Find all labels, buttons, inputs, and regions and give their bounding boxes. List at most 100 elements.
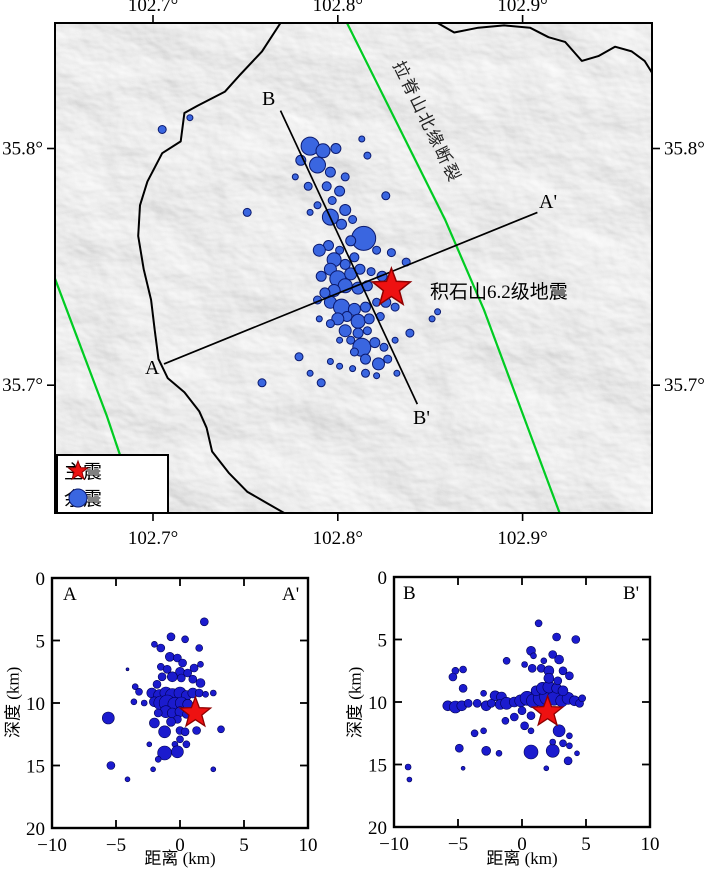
aftershock-epicenter (379, 342, 389, 352)
aftershock-hypocenter (195, 678, 206, 688)
aftershock-hypocenter (548, 650, 557, 659)
aftershock-epicenter (186, 114, 194, 122)
section-line-B (279, 110, 419, 405)
aftershock-hypocenter (124, 776, 131, 783)
aftershock-hypocenter (565, 671, 574, 681)
aftershock-epicenter (349, 252, 360, 263)
aftershock-epicenter (361, 368, 370, 378)
aftershock-epicenter (434, 308, 442, 316)
aftershock-epicenter (363, 313, 375, 325)
aftershock-hypocenter (527, 727, 535, 735)
aftershock-epicenter (390, 302, 400, 312)
aftershock-hypocenter (574, 750, 580, 757)
aftershock-hypocenter (192, 726, 201, 735)
section-y-tick-label: 20 (368, 818, 387, 839)
aftershock-epicenter (358, 135, 366, 143)
mainshock-label: 积石山6.2级地震 (430, 282, 568, 303)
aftershock-epicenter (383, 354, 393, 364)
aftershock-hypocenter (448, 672, 458, 682)
aftershock-hypocenter (167, 671, 178, 683)
aftershock-hypocenter (189, 663, 199, 673)
aftershock-hypocenter (463, 699, 473, 708)
aftershock-hypocenter (540, 657, 548, 665)
aftershock-hypocenter (566, 742, 573, 750)
map-legend: 主震 余震 (56, 454, 169, 514)
aftershock-hypocenter (153, 708, 163, 718)
aftershock-hypocenter (558, 666, 568, 676)
fault-line (346, 23, 561, 513)
aftershock-hypocenter (534, 619, 543, 628)
aftershock-hypocenter (553, 676, 563, 686)
aftershock-hypocenter (181, 635, 189, 644)
map-frame (54, 22, 653, 514)
section-x-tick-label: −5 (448, 834, 468, 855)
aftershock-hypocenter (480, 690, 487, 697)
section-a-svg: −10 −5 0 5 10 0 5 10 15 20 (26, 569, 318, 856)
aftershock-hypocenter (125, 667, 130, 672)
aftershock-epicenter (372, 357, 385, 371)
aftershock-hypocenter (200, 617, 209, 627)
map-x-tick-label: 102.7° (128, 0, 178, 16)
aftershock-hypocenter (173, 653, 182, 663)
aftershock-epicenter (336, 218, 347, 230)
aftershock-hypocenter (140, 699, 148, 707)
aftershock-epicenter (303, 181, 313, 191)
section-a-content: −10 −5 0 5 10 0 5 10 15 20 (26, 569, 318, 856)
aftershock-hypocenter (106, 761, 116, 770)
section-a-corner-right: A' (282, 584, 300, 605)
aftershock-epicenter (373, 372, 381, 380)
aftershock-epicenter (330, 143, 342, 154)
aftershock-epicenter (334, 185, 346, 197)
aftershock-hypocenter (552, 632, 561, 642)
aftershock-hypocenter (182, 740, 191, 749)
aftershock-hypocenter (545, 744, 560, 758)
aftershock-hypocenter (135, 688, 143, 696)
aftershock-hypocenter (404, 763, 412, 771)
aftershock-hypocenter (146, 741, 153, 748)
aftershock-hypocenter (194, 688, 204, 698)
section-y-tick-label: 5 (36, 632, 46, 653)
aftershock-hypocenter (502, 657, 511, 665)
legend-row-mainshock: 主震 (64, 457, 167, 484)
section-b-xlabel: 距离 (km) (486, 849, 558, 868)
aftershock-hypocenter (526, 711, 536, 720)
section-b-corner-left: B (403, 583, 416, 604)
aftershock-hypocenter (197, 661, 204, 668)
section-x-tick-label: 5 (581, 834, 591, 855)
map-x-tick-label: 102.8° (313, 0, 363, 16)
section-y-tick-label: 10 (368, 693, 387, 714)
aftershock-hypocenter (131, 683, 139, 690)
section-b-frame (392, 575, 652, 829)
map-x-tick-label: 102.8° (313, 528, 363, 549)
section-x-tick-label: 0 (517, 834, 527, 855)
aftershock-hypocenter (178, 658, 187, 668)
section-a-frame (50, 576, 310, 830)
aftershock-epicenter (346, 335, 356, 345)
aftershock-hypocenter (102, 711, 115, 725)
map-y-tick-label: 35.8° (2, 139, 43, 160)
section-y-tick-label: 15 (368, 756, 387, 777)
aftershock-epicenter (393, 369, 401, 377)
section-x-tick-label: −5 (106, 835, 126, 856)
map-y-tick-label: 35.7° (2, 375, 43, 396)
aftershock-epicenter (345, 235, 357, 247)
section-y-tick-label: 20 (26, 819, 45, 840)
section-b-ylabel: 深度 (km) (345, 666, 365, 738)
aftershock-hypocenter (180, 727, 190, 737)
mainshock-star (178, 695, 213, 728)
section-x-tick-label: 5 (239, 835, 249, 856)
section-a-corner-left: A (63, 584, 77, 605)
aftershock-epicenter (366, 267, 376, 277)
aftershock-hypocenter (460, 766, 466, 771)
aftershock-epicenter (257, 378, 267, 388)
section-y-tick-label: 10 (26, 694, 45, 715)
aftershock-hypocenter (549, 738, 556, 746)
aftershock-epicenter (405, 328, 415, 338)
aftershock-hypocenter (455, 743, 464, 753)
aftershock-epicenter (381, 191, 391, 201)
aftershock-hypocenter (162, 665, 172, 674)
aftershock-hypocenter (210, 766, 217, 773)
aftershock-hypocenter (517, 706, 527, 715)
map-geometry (55, 23, 652, 513)
